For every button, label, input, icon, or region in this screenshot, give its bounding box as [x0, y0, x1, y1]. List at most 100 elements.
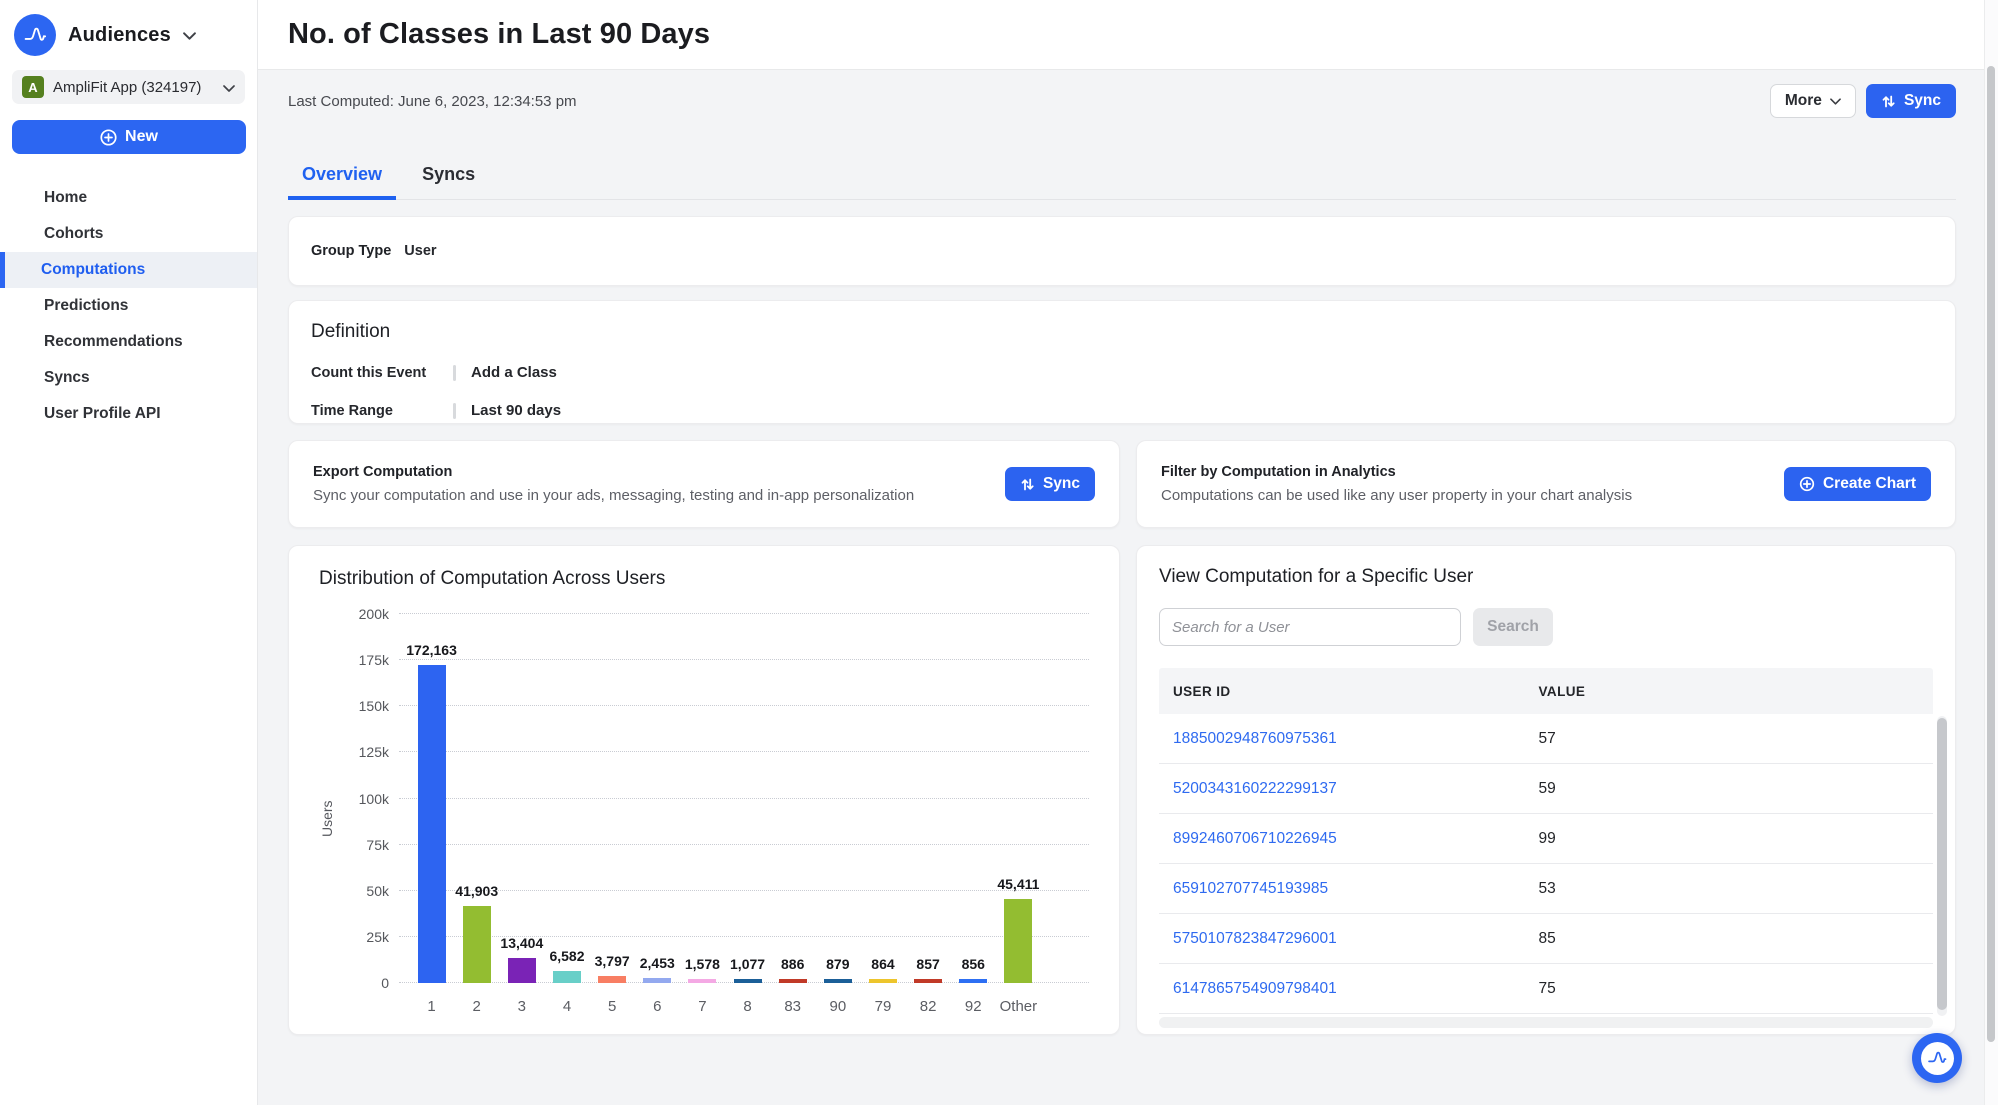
bar-column: 88683: [770, 614, 815, 983]
x-tick-label: 2: [473, 998, 481, 1015]
y-tick-label: 150k: [359, 698, 389, 714]
user-id-link[interactable]: 6147865754909798401: [1173, 980, 1337, 997]
user-id-cell: 1885002948760975361: [1173, 730, 1539, 748]
column-header-value: VALUE: [1539, 684, 1586, 699]
bar-value-label: 879: [826, 956, 849, 972]
sync-button[interactable]: Sync: [1866, 84, 1956, 118]
table-row: 520034316022229913759: [1159, 764, 1933, 814]
filter-title: Filter by Computation in Analytics: [1161, 464, 1632, 480]
amplitude-logo-icon: [14, 14, 56, 56]
table-scrollbar-thumb[interactable]: [1937, 718, 1947, 1010]
chevron-down-icon: [223, 85, 235, 92]
bar[interactable]: [914, 979, 942, 983]
create-chart-button[interactable]: Create Chart: [1784, 467, 1931, 501]
bar-value-label: 13,404: [500, 935, 543, 951]
chart-title: Distribution of Computation Across Users: [319, 568, 1089, 590]
bar-column: 86479: [860, 614, 905, 983]
project-name: AmpliFit App (324197): [53, 79, 201, 96]
bar[interactable]: [688, 979, 716, 983]
y-tick-label: 75k: [366, 837, 389, 853]
sidebar-item-computations[interactable]: Computations: [0, 252, 257, 288]
product-name: Audiences: [68, 24, 171, 47]
table-body: 1885002948760975361575200343160222299137…: [1159, 714, 1933, 1014]
sidebar-item-home[interactable]: Home: [0, 180, 257, 216]
value-cell: 99: [1539, 830, 1556, 848]
sidebar-item-syncs[interactable]: Syncs: [0, 360, 257, 396]
sidebar-item-user-profile-api[interactable]: User Profile API: [0, 396, 257, 432]
x-tick-label: 6: [653, 998, 661, 1015]
bar-value-label: 3,797: [595, 953, 630, 969]
table-vertical-scrollbar[interactable]: [1937, 716, 1947, 1016]
user-id-cell: 5750107823847296001: [1173, 930, 1539, 948]
bar-value-label: 857: [916, 956, 939, 972]
project-selector[interactable]: A AmpliFit App (324197): [12, 70, 245, 104]
table-horizontal-scrollbar[interactable]: [1159, 1017, 1933, 1028]
bar-value-label: 172,163: [406, 642, 457, 658]
sidebar-item-cohorts[interactable]: Cohorts: [0, 216, 257, 252]
bar[interactable]: [418, 665, 446, 983]
user-search-button[interactable]: Search: [1473, 608, 1553, 646]
divider: [453, 403, 456, 419]
chevron-down-icon: [1830, 98, 1841, 105]
sidebar-item-label: Home: [44, 189, 87, 207]
sidebar-item-recommendations[interactable]: Recommendations: [0, 324, 257, 360]
bar[interactable]: [779, 979, 807, 983]
bar[interactable]: [959, 979, 987, 983]
user-id-link[interactable]: 8992460706710226945: [1173, 830, 1337, 847]
bar[interactable]: [463, 906, 491, 983]
user-lookup-title: View Computation for a Specific User: [1159, 566, 1933, 588]
bar-value-label: 886: [781, 956, 804, 972]
y-axis-label: Users: [319, 774, 335, 864]
x-tick-label: 90: [829, 998, 846, 1015]
bar-value-label: 864: [871, 956, 894, 972]
bar-value-label: 1,077: [730, 956, 765, 972]
user-id-link[interactable]: 1885002948760975361: [1173, 730, 1337, 747]
definition-row-label: Time Range: [311, 403, 453, 419]
bar[interactable]: [869, 979, 897, 983]
bar[interactable]: [1004, 899, 1032, 983]
user-id-link[interactable]: 5200343160222299137: [1173, 780, 1337, 797]
user-id-link[interactable]: 659102707745193985: [1173, 880, 1328, 897]
bar-column: 45,411Other: [996, 614, 1041, 983]
table-row: 5750107823847296001 85: [1159, 914, 1933, 964]
export-sync-label: Sync: [1043, 475, 1080, 493]
x-tick-label: 8: [743, 998, 751, 1015]
tab-syncs[interactable]: Syncs: [408, 164, 489, 200]
bar-column: 3,7975: [590, 614, 635, 983]
bar[interactable]: [508, 958, 536, 983]
x-tick-label: 83: [784, 998, 801, 1015]
export-sync-button[interactable]: Sync: [1005, 467, 1095, 501]
assistant-fab-button[interactable]: [1912, 1033, 1962, 1083]
product-switcher[interactable]: Audiences: [0, 0, 257, 68]
user-values-table: USER ID VALUE 18850029487609753615752003…: [1159, 668, 1933, 1028]
y-tick-label: 50k: [366, 883, 389, 899]
new-button[interactable]: New: [12, 120, 246, 154]
page-scrollbar-thumb[interactable]: [1987, 66, 1995, 1042]
sidebar-item-predictions[interactable]: Predictions: [0, 288, 257, 324]
bar[interactable]: [824, 979, 852, 983]
x-tick-label: 82: [920, 998, 937, 1015]
bar-column: 13,4043: [499, 614, 544, 983]
table-row: 188500294876097536157: [1159, 714, 1933, 764]
page-scrollbar[interactable]: [1984, 0, 1998, 1105]
sync-icon: [1020, 477, 1035, 492]
content: OverviewSyncs Group Type User Definition…: [258, 132, 1998, 1105]
user-id-cell: 5200343160222299137: [1173, 780, 1539, 798]
value-cell: 85: [1539, 930, 1556, 948]
bar[interactable]: [553, 971, 581, 983]
user-id-link[interactable]: 5750107823847296001: [1173, 930, 1337, 947]
definition-rows: Count this EventAdd a ClassTime RangeLas…: [311, 364, 1933, 419]
bar[interactable]: [734, 979, 762, 983]
bar[interactable]: [643, 978, 671, 983]
user-search-input[interactable]: [1159, 608, 1461, 646]
group-type-label: Group Type: [311, 243, 391, 259]
more-button[interactable]: More: [1770, 84, 1856, 118]
user-lookup-card: View Computation for a Specific User Sea…: [1136, 545, 1956, 1035]
definition-row: Count this EventAdd a Class: [311, 364, 1933, 381]
tab-overview[interactable]: Overview: [288, 164, 396, 200]
x-tick-label: 79: [875, 998, 892, 1015]
y-tick-label: 25k: [366, 929, 389, 945]
sidebar: Audiences A AmpliFit App (324197) New Ho…: [0, 0, 258, 1105]
bar[interactable]: [598, 976, 626, 983]
tab-bar: Overview Syncs: [288, 164, 1956, 200]
